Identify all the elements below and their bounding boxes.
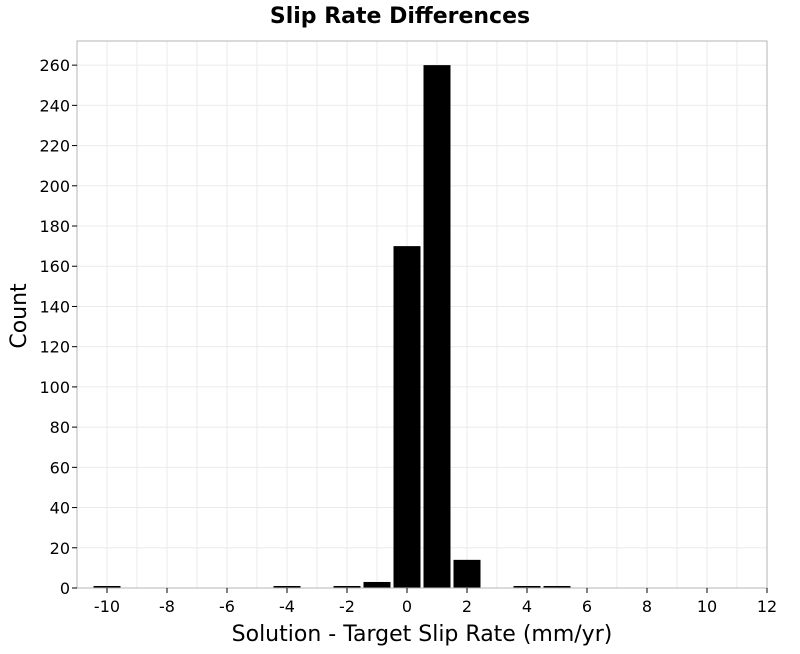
x-tick-label: 8 (642, 597, 652, 616)
y-tick-label: 20 (50, 539, 70, 558)
x-tick-label: 2 (462, 597, 472, 616)
y-tick-label: 180 (39, 217, 70, 236)
x-tick-label: -2 (339, 597, 355, 616)
chart-title: Slip Rate Differences (270, 4, 530, 29)
bars (93, 65, 571, 589)
histogram-bar (93, 585, 121, 588)
x-tick-label: 4 (522, 597, 532, 616)
histogram-bar (543, 585, 571, 588)
plot-frame (76, 40, 768, 589)
x-tick-label: -8 (159, 597, 175, 616)
y-tick-label: 40 (50, 499, 70, 518)
y-tick-label: 160 (39, 257, 70, 276)
histogram-bar (453, 559, 481, 588)
y-tick-label: 0 (60, 579, 70, 598)
x-tick-label: 6 (582, 597, 592, 616)
y-tick-label: 120 (39, 338, 70, 357)
histogram-bar (393, 246, 421, 588)
y-tick-label: 100 (39, 378, 70, 397)
x-tick-label: 12 (757, 597, 777, 616)
y-tick-label: 200 (39, 177, 70, 196)
histogram-bar (423, 65, 451, 589)
y-tick-label: 220 (39, 137, 70, 156)
y-tick-label: 80 (50, 418, 70, 437)
y-tick-label: 140 (39, 297, 70, 316)
x-tick-label: 10 (697, 597, 717, 616)
x-axis-ticks: -10 -8 -6 -4 -2 0 2 4 6 8 10 12 (94, 588, 777, 616)
grid (76, 41, 768, 589)
x-tick-label: -10 (94, 597, 120, 616)
x-tick-label: -6 (219, 597, 235, 616)
histogram-bar (363, 581, 391, 588)
y-axis-ticks: 0 20 40 60 80 100 120 140 160 180 200 220 240 260 (39, 56, 77, 598)
x-tick-label: 0 (402, 597, 412, 616)
x-axis-label: Solution - Target Slip Rate (mm/yr) (232, 622, 613, 647)
histogram-bar (513, 585, 541, 588)
histogram-bar (333, 585, 361, 588)
x-tick-label: -4 (279, 597, 295, 616)
histogram-bar (273, 585, 301, 588)
y-tick-label: 260 (39, 56, 70, 75)
y-axis-label: Count (7, 283, 32, 349)
y-tick-label: 60 (50, 458, 70, 477)
y-tick-label: 240 (39, 96, 70, 115)
